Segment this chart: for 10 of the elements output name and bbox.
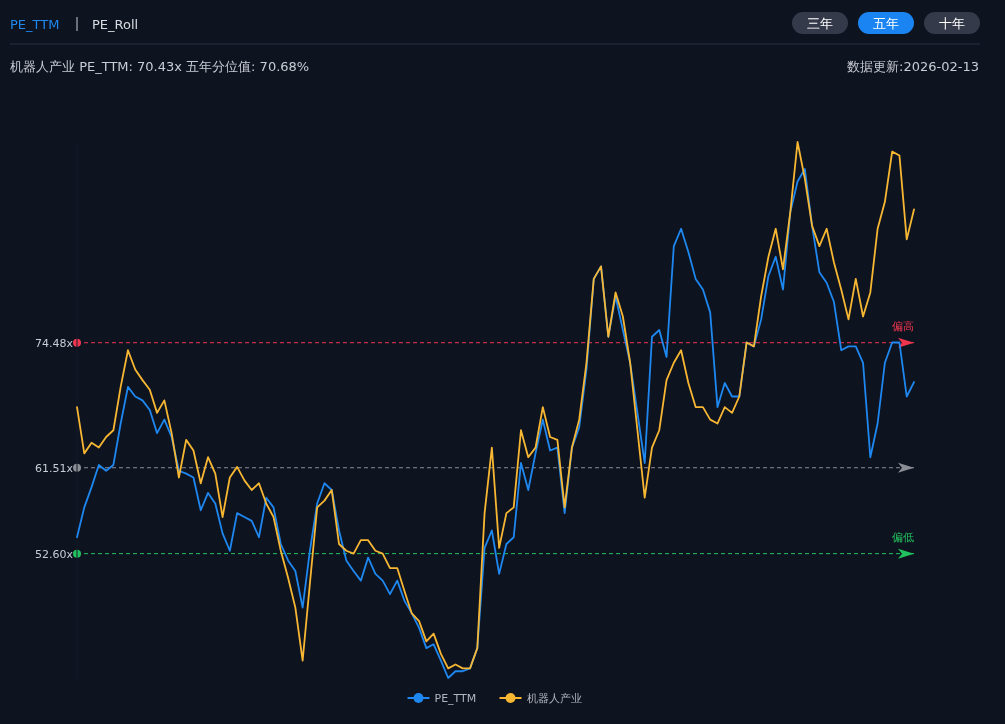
header: PE_TTM PE_Roll 三年 五年 十年 (9, 12, 981, 45)
legend-label: 机器人产业 (526, 692, 582, 705)
y-tick-label: 74.48x (34, 336, 74, 350)
legend-label: PE_TTM (434, 692, 477, 705)
ref-line-label: 偏高 (892, 319, 914, 333)
ref-line-label: 偏低 (892, 530, 914, 544)
y-tick-label: 61.51x (34, 461, 74, 475)
text: 数据更新:2026-02-13 (847, 59, 979, 74)
y-tick-label: 52.60x (34, 547, 74, 561)
chart-title: 机器人产业 PE_TTM: 70.43x 五年分位值: 70.68% (10, 59, 310, 74)
